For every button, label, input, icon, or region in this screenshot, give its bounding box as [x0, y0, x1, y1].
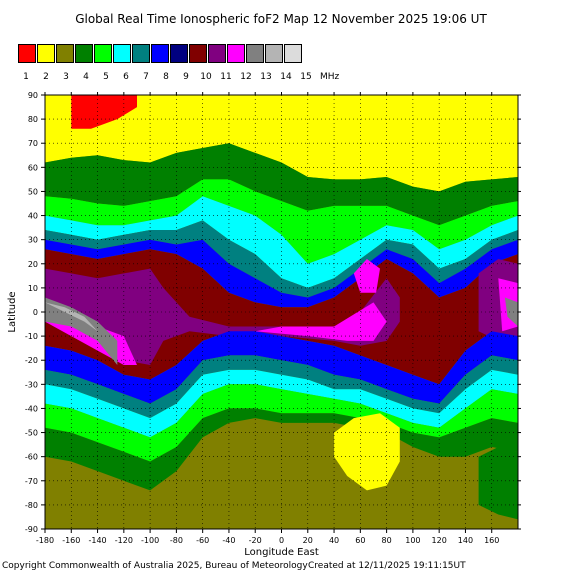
colorbar-swatch — [56, 44, 74, 63]
x-tick-label: -60 — [196, 536, 209, 545]
x-tick-label: 140 — [458, 536, 473, 545]
y-tick-label: 70 — [28, 139, 38, 148]
x-tick-label: 40 — [329, 536, 339, 545]
x-tick-label: 100 — [405, 536, 420, 545]
y-tick-label: -90 — [25, 525, 38, 534]
colorbar-swatch — [75, 44, 93, 63]
chart-title: Global Real Time Ionospheric foF2 Map 12… — [75, 12, 487, 26]
y-tick-label: 90 — [28, 91, 38, 100]
x-tick-label: 20 — [303, 536, 313, 545]
colorbar-swatch — [208, 44, 226, 63]
colorbar-level-label: 5 — [103, 72, 109, 82]
x-tick-label: 60 — [355, 536, 365, 545]
region-level-8-south — [45, 331, 518, 404]
colorbar-swatch — [170, 44, 188, 63]
colorbar-level-label: 14 — [280, 72, 292, 82]
y-tick-label: -50 — [25, 429, 38, 438]
colorbar-swatch — [246, 44, 264, 63]
y-tick-label: 80 — [28, 115, 38, 124]
x-axis-label: Longitude East — [244, 547, 319, 558]
region-level-13-east — [504, 297, 518, 327]
x-tick-label: 0 — [279, 536, 284, 545]
x-tick-label: 160 — [484, 536, 499, 545]
colorbar-level-label: 15 — [300, 72, 312, 82]
colorbar-labels: 1 2 3 4 5 6 7 8 9 10 11 12 13 14 15 MHz — [16, 72, 339, 82]
colorbar-swatch — [94, 44, 112, 63]
colorbar-level-label: 1 — [23, 72, 29, 82]
region-level-5-south — [45, 384, 518, 462]
colorbar-level-label: 6 — [123, 72, 129, 82]
y-tick-label: 30 — [28, 236, 38, 245]
copyright-text: Copyright Commonwealth of Australia 2025… — [2, 561, 308, 571]
x-tick-label: 120 — [432, 536, 447, 545]
region-level-8-north — [45, 239, 518, 308]
colorbar-level-label: 4 — [83, 72, 89, 82]
region-level-11 — [45, 268, 400, 365]
x-tick-label: -160 — [62, 536, 80, 545]
region-level-1 — [71, 95, 137, 129]
y-tick-label: 50 — [28, 187, 38, 196]
colorbar-swatch — [265, 44, 283, 63]
colorbar-level-label: 3 — [63, 72, 69, 82]
y-tick-label: 60 — [28, 163, 38, 172]
colorbar-swatch — [284, 44, 302, 63]
colorbar — [18, 44, 303, 63]
region-level-6-north — [45, 196, 518, 288]
colorbar-swatch — [189, 44, 207, 63]
region-level-12-central — [255, 302, 387, 341]
region-level-2-south — [334, 413, 400, 491]
colorbar-level-label: 10 — [200, 72, 212, 82]
colorbar-level-label: 11 — [220, 72, 232, 82]
y-axis-label: Latitude — [7, 291, 18, 332]
colorbar-swatch — [113, 44, 131, 63]
y-tick-label: -30 — [25, 380, 38, 389]
created-timestamp: Created at 12/11/2025 19:11:15UT — [308, 561, 466, 571]
y-tick-label: 0 — [33, 308, 38, 317]
y-tick-label: -80 — [25, 501, 38, 510]
region-level-7-north — [45, 220, 518, 298]
x-tick-label: -120 — [115, 536, 133, 545]
x-tick-label: -100 — [141, 536, 159, 545]
colorbar-swatch — [227, 44, 245, 63]
y-tick-label: 10 — [28, 284, 38, 293]
colorbar-unit: MHz — [320, 72, 340, 82]
y-tick-label: -40 — [25, 404, 38, 413]
y-tick-label: 20 — [28, 260, 38, 269]
x-tick-label: -20 — [249, 536, 262, 545]
colorbar-level-label: 2 — [43, 72, 49, 82]
colorbar-swatches — [18, 44, 303, 63]
region-level-5-north — [45, 179, 518, 264]
region-level-4-north — [45, 143, 518, 226]
colorbar-swatch — [18, 44, 36, 63]
region-level-6-south — [45, 369, 518, 438]
x-tick-label: -80 — [170, 536, 183, 545]
y-tick-label: 40 — [28, 212, 38, 221]
colorbar-level-label: 9 — [183, 72, 189, 82]
x-tick-label: -140 — [88, 536, 106, 545]
y-tick-label: -10 — [25, 332, 38, 341]
colorbar-level-label: 13 — [260, 72, 272, 82]
colorbar-swatch — [132, 44, 150, 63]
x-tick-label: -40 — [222, 536, 235, 545]
region-level-10 — [45, 249, 518, 385]
colorbar-level-label: 12 — [240, 72, 252, 82]
colorbar-level-label: 7 — [143, 72, 149, 82]
y-tick-label: -60 — [25, 453, 38, 462]
colorbar-level-label: 8 — [163, 72, 169, 82]
x-tick-label: 80 — [382, 536, 392, 545]
region-level-13-west — [45, 297, 118, 365]
colorbar-swatch — [37, 44, 55, 63]
y-tick-label: -70 — [25, 477, 38, 486]
y-tick-label: -20 — [25, 356, 38, 365]
x-tick-label: -180 — [36, 536, 54, 545]
colorbar-swatch — [151, 44, 169, 63]
region-level-4-southeast — [478, 447, 518, 520]
region-level-7-south — [45, 355, 518, 419]
